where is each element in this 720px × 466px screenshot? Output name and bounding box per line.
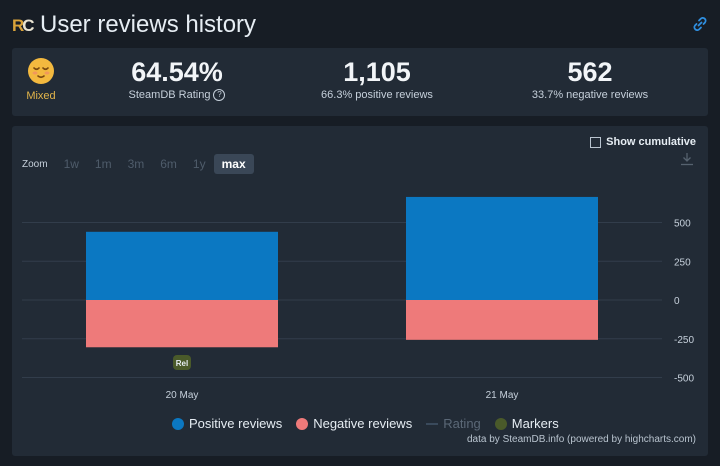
zoom-max-button[interactable]: max <box>213 154 254 174</box>
cumulative-checkbox[interactable] <box>590 136 602 148</box>
y-tick-label: 250 <box>674 257 691 268</box>
cumulative-label: Show cumulative <box>606 136 696 148</box>
rating-value: 64.54% <box>131 57 223 87</box>
app-logo: RC <box>12 16 35 35</box>
zoom-3m-button[interactable]: 3m <box>127 157 145 171</box>
zoom-1w-button[interactable]: 1w <box>63 157 79 171</box>
chart-credit: data by SteamDB.info (powered by highcha… <box>467 434 696 445</box>
rating-label: SteamDB Rating <box>128 89 211 101</box>
zoom-6m-button[interactable]: 6m <box>160 157 177 171</box>
chart-panel: 500 250 0 -250 -500 20 May Rel 21 May Show cumu… <box>12 126 708 456</box>
legend-rating-label: Rating <box>443 416 481 431</box>
chart-legend: Positive reviews Negative reviews Rating… <box>172 416 559 431</box>
release-marker-label: Rel <box>176 359 188 368</box>
legend-markers[interactable]: Markers <box>494 416 559 431</box>
zoom-controls: Zoom 1w 1m 3m 6m 1y max <box>22 154 254 174</box>
negative-label: 33.7% negative reviews <box>531 89 649 101</box>
bar-negative <box>86 300 278 348</box>
link-icon[interactable] <box>692 16 708 32</box>
negative-count: 562 <box>567 57 613 87</box>
negative-reviews-stat: 562 33.7% negative reviews <box>525 56 655 102</box>
legend-positive[interactable]: Positive reviews <box>172 416 282 431</box>
mood-label: Mixed <box>26 90 56 102</box>
y-tick-label: -500 <box>674 374 694 385</box>
legend-negative-label: Negative reviews <box>313 416 413 431</box>
legend-markers-label: Markers <box>511 416 559 431</box>
legend-rating[interactable]: Rating <box>426 416 481 431</box>
legend-rating-swatch <box>426 422 439 425</box>
legend-positive-swatch <box>172 417 184 430</box>
y-tick-label: -250 <box>674 335 694 346</box>
reviews-chart: 500 250 0 -250 -500 20 May Rel 21 May <box>22 196 694 401</box>
logo-letter-r: R <box>12 16 24 35</box>
legend-positive-label: Positive reviews <box>189 416 283 431</box>
positive-reviews-stat: 1,105 66.3% positive reviews <box>312 56 442 102</box>
help-icon[interactable]: ? <box>213 89 226 102</box>
positive-label: 66.3% positive reviews <box>321 89 433 101</box>
steamdb-rating: 64.54% SteamDB Rating? <box>112 56 242 102</box>
legend-negative-swatch <box>296 417 309 430</box>
mood-indicator: Mixed <box>22 58 60 102</box>
zoom-1m-button[interactable]: 1m <box>94 157 112 171</box>
show-cumulative-toggle[interactable]: Show cumulative <box>590 136 696 148</box>
y-tick-label: 0 <box>674 296 680 307</box>
relieved-face-icon <box>28 58 54 84</box>
bar-positive <box>406 196 598 300</box>
legend-negative[interactable]: Negative reviews <box>296 416 412 431</box>
y-tick-label: 500 <box>674 219 691 230</box>
x-tick-label: 21 May <box>486 390 519 401</box>
bar-positive <box>86 231 278 300</box>
rating-label-row: SteamDB Rating? <box>112 88 242 102</box>
positive-count: 1,105 <box>343 57 411 87</box>
x-tick-label: 20 May <box>166 390 199 401</box>
page-title: User reviews history <box>40 11 257 38</box>
page-header: RC User reviews history <box>12 8 708 42</box>
download-icon[interactable] <box>680 152 694 166</box>
release-marker <box>173 355 191 370</box>
rating-summary: Mixed 64.54% SteamDB Rating? 1,105 66.3%… <box>12 48 708 116</box>
zoom-1y-button[interactable]: 1y <box>192 157 206 171</box>
zoom-label: Zoom <box>22 158 48 170</box>
legend-markers-swatch <box>494 417 507 430</box>
bar-negative <box>406 300 598 340</box>
